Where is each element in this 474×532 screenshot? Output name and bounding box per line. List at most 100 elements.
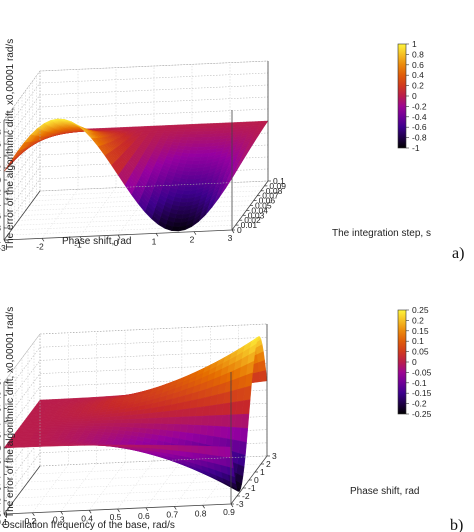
a-ztick-label-2: -0.6 [0, 211, 1, 221]
b-ytick-label-3: 0 [254, 475, 259, 485]
b-colorbar-label-3: 0.1 [412, 336, 424, 346]
b-ytick-label-1: -2 [242, 491, 250, 501]
b-ztick-label-10: 0.25 [0, 377, 1, 387]
a-ztick-label-8: 0.6 [0, 139, 1, 149]
b-colorbar-bar [397, 309, 407, 415]
chart-a-panel-letter: a) [452, 245, 464, 262]
chart-b-surface [3, 335, 268, 492]
b-colorbar-label-7: -0.1 [412, 378, 427, 388]
b-xtick-mark-3 [88, 510, 92, 514]
a-colorbar-bar [397, 43, 407, 149]
a-ytick-label-10: 0.1 [273, 176, 285, 186]
b-frame-edge-6 [3, 465, 41, 515]
a-frame-edge-6 [3, 190, 41, 241]
b-xtick-label-7: 0.8 [195, 508, 207, 518]
b-xtick-mark-8 [230, 503, 234, 508]
b-ztick-label-7: 0.1 [0, 417, 1, 427]
a-xtick-mark-2 [79, 236, 83, 240]
a-ytick-label-4: 0.04 [251, 205, 268, 215]
a-ytick-label-7: 0.07 [262, 191, 279, 201]
a-xtick-label-5: 2 [190, 235, 195, 245]
a-colorbar-label-3: 0.4 [412, 70, 424, 80]
chart-b-ylabel: Phase shift, rad [350, 486, 419, 497]
chart-a-svg: -1-0.8-0.6-0.4-0.200.20.40.60.81-3-2-101… [0, 39, 464, 262]
b-ytick-label-2: -1 [248, 483, 256, 493]
a-colorbar-label-4: 0.2 [412, 81, 424, 91]
b-frame-edge-8 [39, 323, 268, 335]
a-ytick-label-0: 0 [237, 225, 242, 235]
chart-b-panel-letter: b) [450, 517, 463, 532]
b-frame-edge-9 [3, 333, 41, 383]
b-ztick-label-1: -0.2 [0, 496, 1, 506]
a-xtick-mark-0 [3, 239, 7, 244]
b-xtick-mark-6 [173, 506, 177, 510]
a-ztick-label-10: 1 [0, 115, 1, 125]
b-colorbar-label-0: 0.25 [412, 305, 429, 315]
b-grid-z-7 [3, 363, 268, 422]
chart-a-xlabel: Phase shift, rad [62, 236, 131, 247]
b-xtick-label-1: 0.2 [24, 516, 36, 526]
a-floor-x-1 [41, 189, 79, 239]
b-colorbar-label-2: 0.15 [412, 326, 429, 336]
b-ytick-label-4: 1 [260, 467, 265, 477]
a-xtick-mark-1 [41, 238, 45, 242]
b-colorbar-label-5: 0 [412, 357, 417, 367]
a-colorbar-label-7: -0.4 [412, 112, 427, 122]
b-colorbar-label-8: -0.15 [412, 388, 432, 398]
b-xtick-label-6: 0.7 [166, 510, 178, 520]
b-ztick-label-0: -0.25 [0, 509, 1, 519]
b-xtick-mark-4 [117, 508, 120, 513]
a-ytick-label-2: 0.02 [244, 215, 261, 225]
a-ytick-label-8: 0.08 [266, 186, 283, 196]
a-frame-edge-7 [39, 180, 269, 192]
a-ytick-label-3: 0.03 [248, 210, 265, 220]
b-colorbar-label-4: 0.05 [412, 347, 429, 357]
b-ztick-label-6: 0.05 [0, 430, 1, 440]
a-ztick-label-6: 0.2 [0, 163, 1, 173]
a-colorbar-label-8: -0.6 [412, 122, 427, 132]
b-xtick-label-0: 0.1 [0, 517, 8, 527]
a-ztick-label-9: 0.8 [0, 127, 1, 137]
a-xtick-label-0: -3 [0, 243, 6, 253]
chart-b-xlabel: Oscillation frequency of the base, rad/s [2, 520, 175, 531]
b-xtick-mark-2 [60, 511, 64, 515]
a-ztick-label-3: -0.4 [0, 199, 1, 209]
a-xtick-label-1: -2 [36, 241, 44, 251]
a-frame-edge-8 [39, 60, 269, 72]
b-xtick-label-8: 0.9 [223, 507, 235, 517]
chart-a-ylabel: The integration step, s [332, 228, 431, 239]
b-xtick-mark-0 [3, 513, 7, 518]
a-ztick-label-4: -0.2 [0, 187, 1, 197]
a-ztick-label-1: -0.8 [0, 223, 1, 233]
b-floor-y-4 [15, 487, 244, 499]
a-colorbar-label-9: -0.8 [412, 133, 427, 143]
a-xtick-mark-5 [193, 231, 197, 235]
chart-b: -0.25-0.2-0.15-0.1-0.0500.050.10.150.20.… [0, 266, 474, 532]
a-colorbar-label-0: 1 [412, 39, 417, 49]
chart-a-surface [3, 118, 269, 232]
b-ztick-label-2: -0.15 [0, 483, 1, 493]
chart-a-ticks: -1 -0.8 -0.6 -0.4 -0.2 0 0.2 0.4 0.6 0.8 1 -3 -2 -1 0 1… [0, 115, 286, 253]
a-ztick-label-0: -1 [0, 235, 1, 245]
a-colorbar-label-5: 0 [412, 91, 417, 101]
a-xtick-mark-3 [117, 234, 121, 239]
a-ztick-label-5: 0 [0, 175, 1, 185]
b-colorbar-label-9: -0.2 [412, 399, 427, 409]
b-ytick-label-6: 3 [272, 451, 277, 461]
b-xtick-label-2: 0.3 [53, 515, 65, 525]
b-ztick-label-3: -0.1 [0, 469, 1, 479]
a-ytick-label-6: 0.06 [259, 196, 276, 206]
a-ytick-label-5: 0.05 [255, 201, 272, 211]
b-ytick-label-0: -3 [236, 499, 244, 509]
b-floor-y-5 [9, 495, 238, 507]
a-xtick-mark-4 [155, 233, 159, 237]
b-colorbar-label-1: 0.2 [412, 315, 424, 325]
a-ytick-label-9: 0.09 [269, 181, 286, 191]
b-frame-edge-7 [39, 455, 268, 467]
a-frame-edge-9 [3, 70, 41, 121]
a-floor-y-8 [11, 219, 240, 231]
a-colorbar-label-10: -1 [412, 143, 420, 153]
b-xtick-label-4: 0.5 [110, 512, 122, 522]
b-ztick-label-8: 0.15 [0, 403, 1, 413]
b-colorbar-label-6: -0.05 [412, 367, 432, 377]
